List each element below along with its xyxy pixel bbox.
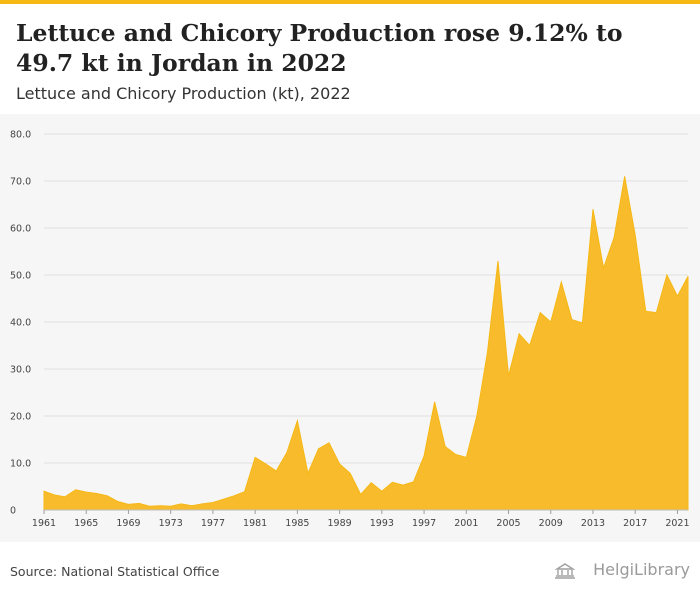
x-tick-label: 1969 xyxy=(116,518,140,529)
axes: 0 10.0 20.0 30.0 40.0 50.0 60.0 70.0 80.0 1961 196… xyxy=(10,130,690,530)
top-accent-bar xyxy=(0,0,700,4)
y-tick-label: 40.0 xyxy=(10,318,31,329)
x-tick-label: 1989 xyxy=(328,518,352,529)
logo-text: HelgiLibrary xyxy=(593,560,690,579)
x-tick-label: 2005 xyxy=(496,518,520,529)
x-tick-label: 1981 xyxy=(243,518,267,529)
area-series-fill xyxy=(43,176,689,511)
chart-subtitle: Lettuce and Chicory Production (kt), 202… xyxy=(16,84,351,103)
y-tick-label: 10.0 xyxy=(10,459,31,470)
y-tick-label: 0 xyxy=(10,506,16,517)
x-tick-label: 1985 xyxy=(285,518,309,529)
y-tick-label: 20.0 xyxy=(10,412,31,423)
header: Lettuce and Chicory Production rose 9.12… xyxy=(0,4,700,114)
x-tick-label: 2013 xyxy=(581,518,605,529)
x-tick-label: 1993 xyxy=(370,518,394,529)
x-tick-label: 1961 xyxy=(32,518,56,529)
y-tick-label: 70.0 xyxy=(10,177,31,188)
x-tick-label: 2009 xyxy=(539,518,563,529)
y-tick-label: 60.0 xyxy=(10,224,31,235)
library-building-icon xyxy=(554,563,576,579)
source-note: Source: National Statistical Office xyxy=(10,564,220,579)
x-tick-label: 1997 xyxy=(412,518,436,529)
footer: Source: National Statistical Office Helg… xyxy=(0,542,700,596)
chart-area: 0 10.0 20.0 30.0 40.0 50.0 60.0 70.0 80.0 1961 196… xyxy=(0,114,700,542)
x-tick-label: 1977 xyxy=(201,518,225,529)
x-tick-label: 2017 xyxy=(623,518,647,529)
area-chart: 0 10.0 20.0 30.0 40.0 50.0 60.0 70.0 80.0 1961 196… xyxy=(10,130,690,530)
x-tick-label: 1965 xyxy=(74,518,98,529)
x-tick-label: 2001 xyxy=(454,518,478,529)
y-tick-label: 80.0 xyxy=(10,130,31,141)
chart-title: Lettuce and Chicory Production rose 9.12… xyxy=(16,19,623,77)
x-tick-label: 2021 xyxy=(665,518,689,529)
area-series xyxy=(43,176,689,511)
y-tick-label: 30.0 xyxy=(10,365,31,376)
y-tick-label: 50.0 xyxy=(10,271,31,282)
x-tick-label: 1973 xyxy=(159,518,183,529)
